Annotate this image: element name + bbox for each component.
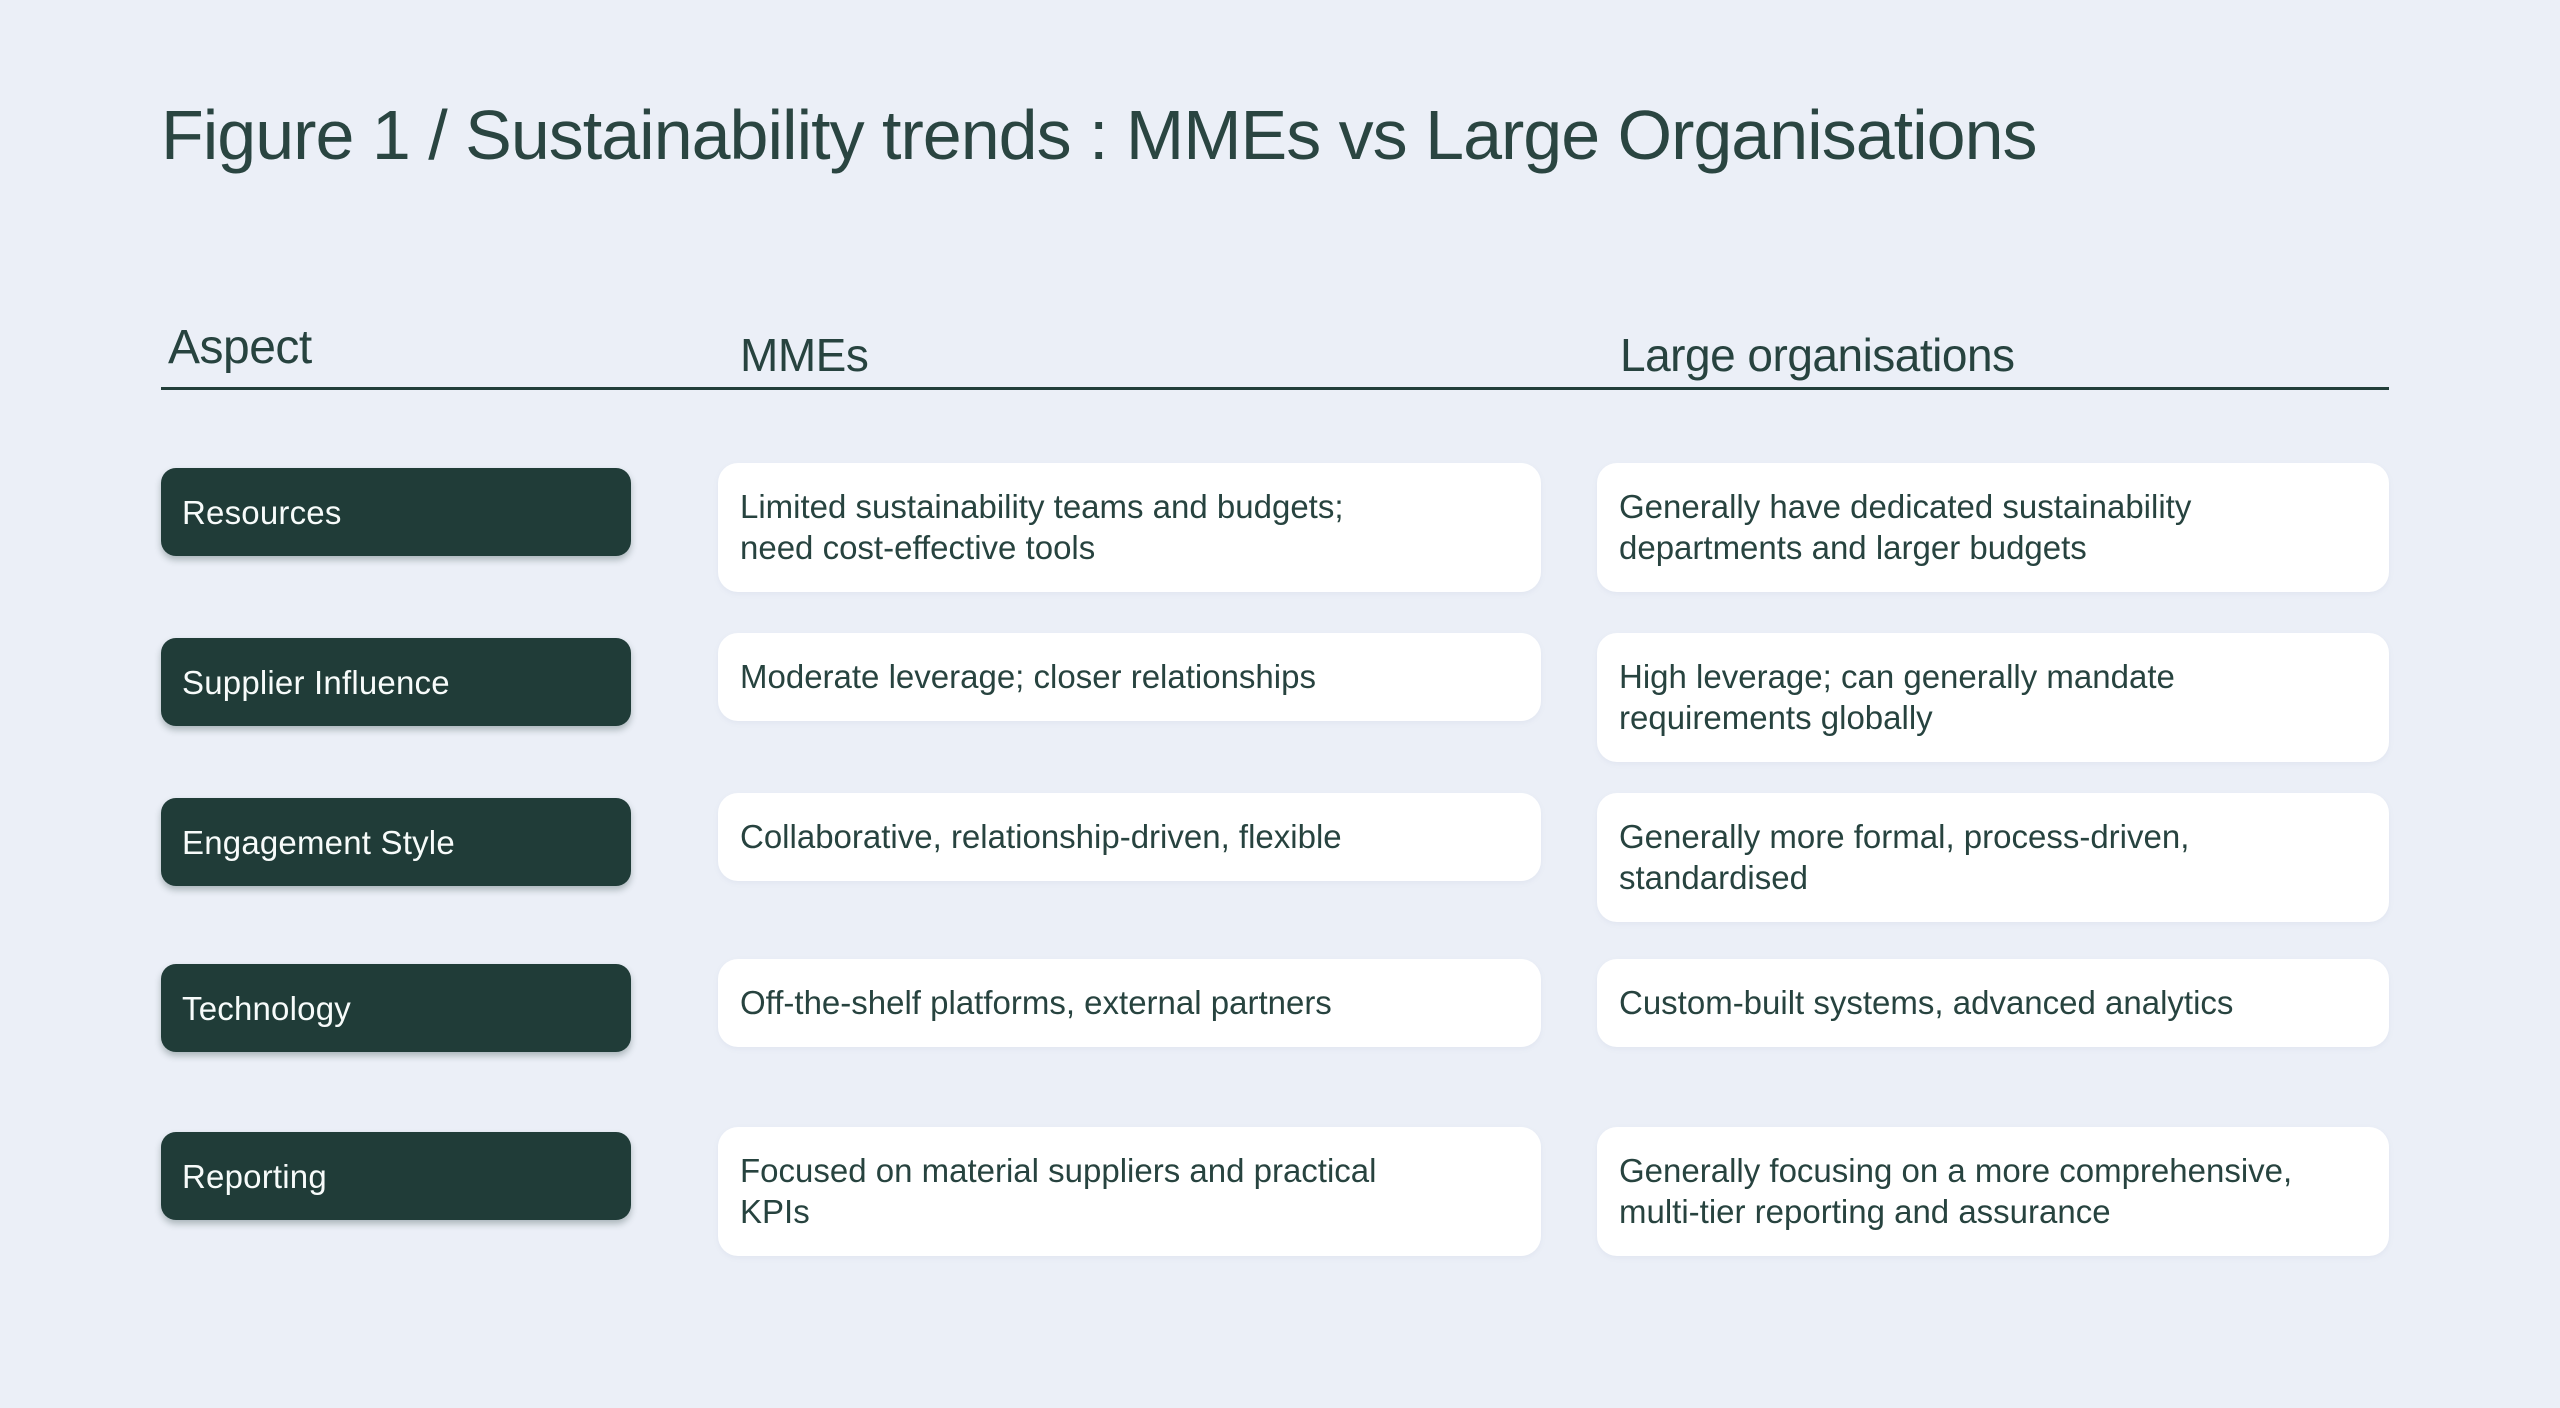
aspect-pill-label: Engagement Style <box>182 823 455 861</box>
aspect-pill-supplier-influence: Supplier Influence <box>161 638 631 726</box>
aspect-pill-label: Resources <box>182 493 342 531</box>
aspect-pill-label: Reporting <box>182 1157 327 1195</box>
aspect-pill-technology: Technology <box>161 964 631 1052</box>
aspect-pill-label: Supplier Influence <box>182 663 450 701</box>
mme-cell-technology: Off-the-shelf platforms, external partne… <box>718 959 1541 1047</box>
column-header-mmes: MMEs <box>740 329 869 381</box>
column-header-large-organisations: Large organisations <box>1620 329 2015 381</box>
mme-cell-engagement-style: Collaborative, relationship-driven, flex… <box>718 793 1541 881</box>
large-org-cell-engagement-style: Generally more formal, process-driven, s… <box>1597 793 2389 922</box>
figure-title: Figure 1 / Sustainability trends : MMEs … <box>161 96 2038 174</box>
aspect-pill-engagement-style: Engagement Style <box>161 798 631 886</box>
large-org-cell-resources: Generally have dedicated sustainability … <box>1597 463 2389 592</box>
aspect-pill-reporting: Reporting <box>161 1132 631 1220</box>
mme-cell-reporting: Focused on material suppliers and practi… <box>718 1127 1541 1256</box>
large-org-cell-technology: Custom-built systems, advanced analytics <box>1597 959 2389 1047</box>
header-divider-rule <box>161 387 2389 390</box>
large-org-cell-reporting: Generally focusing on a more comprehensi… <box>1597 1127 2389 1256</box>
aspect-pill-label: Technology <box>182 989 351 1027</box>
mme-cell-resources: Limited sustainability teams and budgets… <box>718 463 1541 592</box>
column-header-aspect: Aspect <box>168 321 312 374</box>
aspect-pill-resources: Resources <box>161 468 631 556</box>
large-org-cell-supplier-influence: High leverage; can generally mandate req… <box>1597 633 2389 762</box>
mme-cell-supplier-influence: Moderate leverage; closer relationships <box>718 633 1541 721</box>
